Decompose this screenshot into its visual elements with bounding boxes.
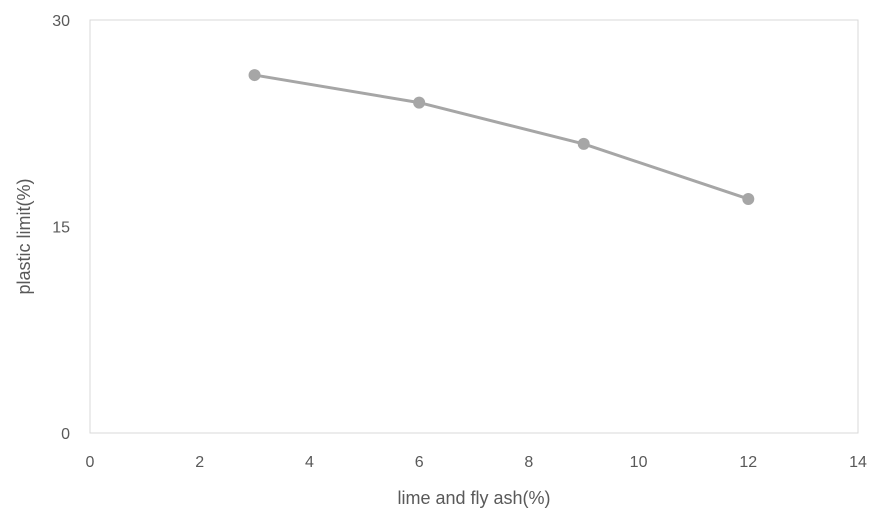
x-tick-label: 0 xyxy=(86,454,95,471)
y-axis-title: plastic limit(%) xyxy=(14,178,34,294)
x-tick-label: 8 xyxy=(524,454,533,471)
x-axis-ticks: 0 2 4 6 8 10 12 14 xyxy=(86,454,867,471)
x-tick-label: 10 xyxy=(630,454,648,471)
y-tick-label: 30 xyxy=(52,13,70,30)
x-axis-title: lime and fly ash(%) xyxy=(397,488,550,508)
y-axis-ticks: 0 15 30 xyxy=(52,13,70,443)
data-point xyxy=(248,69,261,82)
plot-area-frame xyxy=(89,19,859,434)
x-tick-label: 14 xyxy=(849,454,867,471)
y-tick-label: 15 xyxy=(52,220,70,237)
x-tick-label: 6 xyxy=(415,454,424,471)
series-line xyxy=(254,73,749,201)
data-point xyxy=(413,96,426,109)
y-tick-label: 0 xyxy=(61,426,70,443)
series-layer xyxy=(248,69,755,205)
data-point xyxy=(742,192,755,205)
x-tick-label: 2 xyxy=(195,454,204,471)
x-tick-label: 4 xyxy=(305,454,314,471)
x-tick-label: 12 xyxy=(739,454,757,471)
data-point xyxy=(577,137,590,150)
